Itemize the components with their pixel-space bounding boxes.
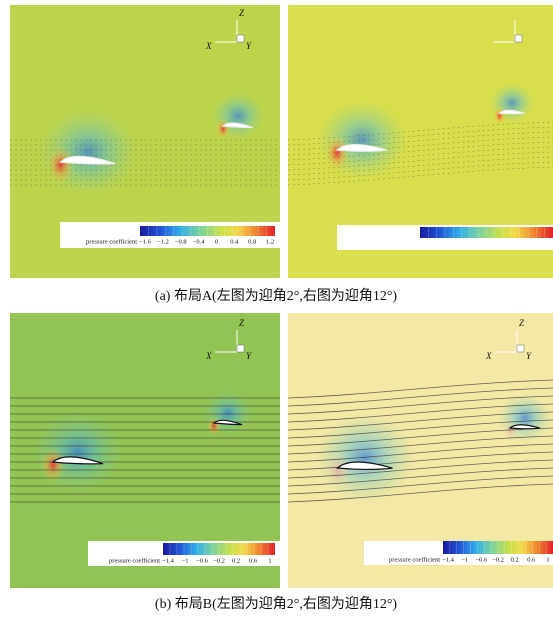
axis-label: X bbox=[205, 351, 212, 361]
axis-origin bbox=[515, 35, 522, 42]
colorbar-tick-label: −0.6 bbox=[475, 556, 488, 563]
colorbar-tick-label: −1.2 bbox=[157, 238, 169, 245]
colorbar-tick-label: 0.2 bbox=[511, 556, 519, 563]
colorbar-tick-label: −1.6 bbox=[139, 238, 152, 245]
colorbar-tick-label: 0.4 bbox=[230, 238, 239, 245]
figure-caption: (b) 布局B(左图为迎角2°,右图为迎角12°) bbox=[155, 596, 398, 612]
colorbar-tick-label: −0.2 bbox=[492, 556, 504, 563]
colorbar-tick-label: −0.6 bbox=[196, 557, 209, 564]
cfd-panel bbox=[288, 5, 553, 278]
stagnation-region bbox=[41, 448, 66, 483]
colorbar-tick-label: 1 bbox=[546, 556, 549, 563]
colorbar-tick-label: 0.6 bbox=[527, 556, 536, 563]
colorbar-title: pressure coefficient bbox=[389, 556, 440, 563]
stagnation-region bbox=[493, 107, 506, 125]
colorbar-title: pressure coefficient bbox=[109, 557, 160, 564]
colorbar-tick-label: −0.4 bbox=[193, 238, 206, 245]
axis-label: X bbox=[205, 41, 212, 51]
axis-origin bbox=[517, 345, 524, 352]
figure: ZXYpressure coefficient−1.6−1.2−0.8−0.40… bbox=[0, 0, 553, 617]
colorbar-tick-label: 0 bbox=[215, 238, 218, 245]
colorbar-title: pressure coefficient bbox=[86, 238, 137, 245]
colorbar-tick-label: 0.6 bbox=[249, 557, 258, 564]
axis-origin bbox=[237, 345, 244, 352]
colorbar-tick-label: 0.8 bbox=[248, 238, 256, 245]
colorbar-tick-label: −0.8 bbox=[175, 238, 187, 245]
axis-label: X bbox=[485, 351, 492, 361]
figure-caption: (a) 布局A(左图为迎角2°,右图为迎角12°) bbox=[155, 288, 398, 304]
stagnation-region bbox=[324, 452, 352, 491]
stagnation-region bbox=[216, 119, 231, 140]
colorbar-tick-label: 1.2 bbox=[266, 238, 274, 245]
colorbar-tick-label: −1 bbox=[182, 557, 189, 564]
colorbar-tick-label: −1 bbox=[461, 556, 468, 563]
colorbar-tick-label: −1.4 bbox=[162, 557, 175, 564]
colorbar-tick-label: 0.2 bbox=[232, 557, 240, 564]
stagnation-region bbox=[207, 416, 221, 436]
colorbar-tick-label: −0.2 bbox=[213, 557, 225, 564]
axis-origin bbox=[237, 35, 244, 42]
colorbar-tick-label: −1.4 bbox=[442, 556, 455, 563]
colorbar-tick-label: 1 bbox=[268, 557, 271, 564]
